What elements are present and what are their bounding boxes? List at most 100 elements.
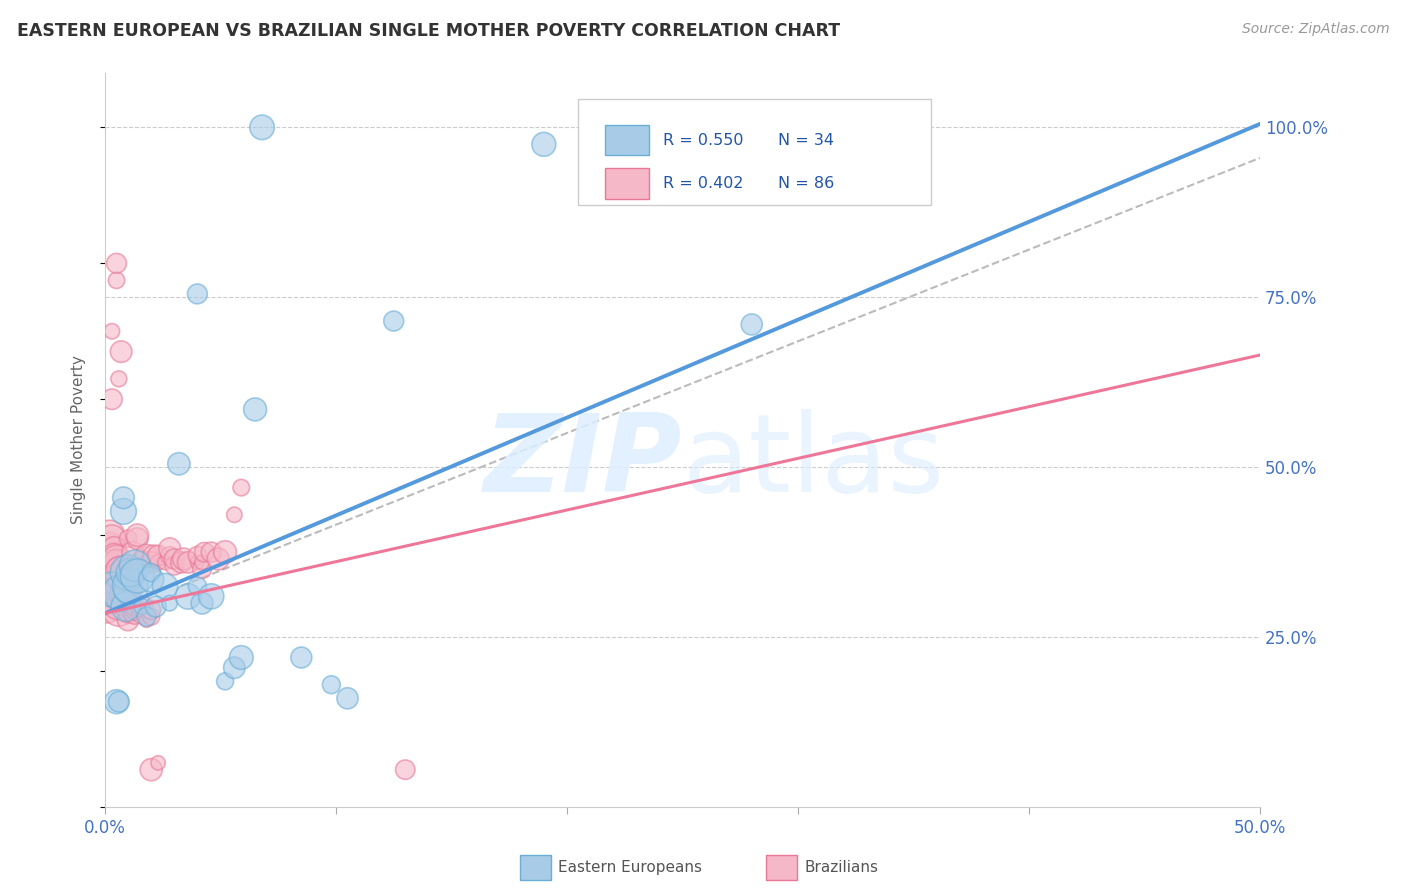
Point (105, 273, 128, 287)
Point (135, 549, 157, 563)
Point (98, 549, 121, 563)
Point (108, 695, 131, 709)
Point (112, 504, 135, 518)
Point (120, 579, 142, 593)
Point (186, 286, 208, 301)
Point (224, 508, 246, 522)
Point (105, 582, 128, 597)
Point (112, 491, 135, 505)
Point (146, 756, 169, 770)
Point (336, 691, 359, 706)
Point (117, 599, 139, 614)
Point (117, 582, 139, 597)
FancyBboxPatch shape (578, 99, 931, 205)
Text: Eastern Europeans: Eastern Europeans (558, 860, 702, 874)
Point (290, 650, 312, 665)
Point (533, 137, 555, 152)
Point (105, 575, 128, 590)
Point (101, 582, 124, 597)
Point (163, 552, 186, 566)
Point (117, 566, 139, 580)
Point (98, 541, 121, 556)
Point (108, 372, 131, 386)
Point (131, 599, 153, 614)
Point (131, 555, 153, 569)
Point (186, 555, 208, 569)
Point (186, 549, 208, 563)
Point (214, 674, 236, 689)
Point (105, 569, 128, 583)
Point (141, 566, 163, 580)
Point (124, 599, 146, 614)
Point (131, 599, 153, 614)
Point (117, 607, 139, 621)
Point (103, 555, 125, 569)
Point (110, 566, 132, 580)
Text: Brazilians: Brazilians (804, 860, 879, 874)
Bar (605, 125, 650, 155)
Point (127, 528, 149, 542)
Point (231, 650, 253, 665)
Point (108, 575, 131, 590)
Point (146, 555, 169, 569)
Point (101, 582, 124, 597)
Point (114, 599, 136, 614)
Point (110, 569, 132, 583)
Point (110, 575, 132, 590)
Point (117, 590, 139, 604)
Point (121, 545, 143, 559)
Point (231, 481, 253, 495)
Point (117, 582, 139, 597)
Text: N = 34: N = 34 (779, 133, 834, 147)
Point (186, 579, 208, 593)
Point (101, 532, 124, 546)
Point (112, 592, 135, 607)
Point (105, 552, 128, 566)
Point (121, 599, 143, 614)
Point (200, 545, 222, 559)
Point (159, 549, 181, 563)
Point (613, 120, 636, 135)
Point (173, 552, 195, 566)
Point (108, 586, 131, 600)
Point (243, 402, 266, 417)
Point (124, 558, 146, 573)
Text: R = 0.550: R = 0.550 (662, 133, 744, 147)
Point (191, 555, 214, 569)
Bar (605, 169, 650, 199)
Point (141, 609, 163, 624)
Point (127, 569, 149, 583)
Point (145, 599, 167, 614)
Y-axis label: Single Mother Poverty: Single Mother Poverty (72, 356, 86, 524)
Point (120, 607, 142, 621)
Point (141, 573, 163, 587)
Point (101, 392, 124, 407)
Text: N = 86: N = 86 (779, 176, 835, 191)
Point (110, 590, 132, 604)
Point (163, 558, 186, 573)
Point (135, 613, 157, 627)
Point (224, 661, 246, 675)
Point (141, 763, 163, 777)
Point (103, 558, 125, 573)
Point (167, 457, 190, 471)
Point (124, 607, 146, 621)
Point (177, 590, 200, 604)
Point (110, 344, 132, 359)
Text: R = 0.402: R = 0.402 (662, 176, 744, 191)
Point (200, 590, 222, 604)
Point (103, 566, 125, 580)
Point (98, 562, 121, 576)
Point (103, 541, 125, 556)
Point (101, 575, 124, 590)
Point (124, 603, 146, 617)
Point (110, 582, 132, 597)
Point (214, 545, 236, 559)
Point (159, 541, 181, 556)
Point (98, 528, 121, 542)
Point (321, 678, 343, 692)
Point (250, 120, 273, 135)
Point (159, 596, 181, 610)
Point (135, 609, 157, 624)
Point (105, 256, 128, 270)
